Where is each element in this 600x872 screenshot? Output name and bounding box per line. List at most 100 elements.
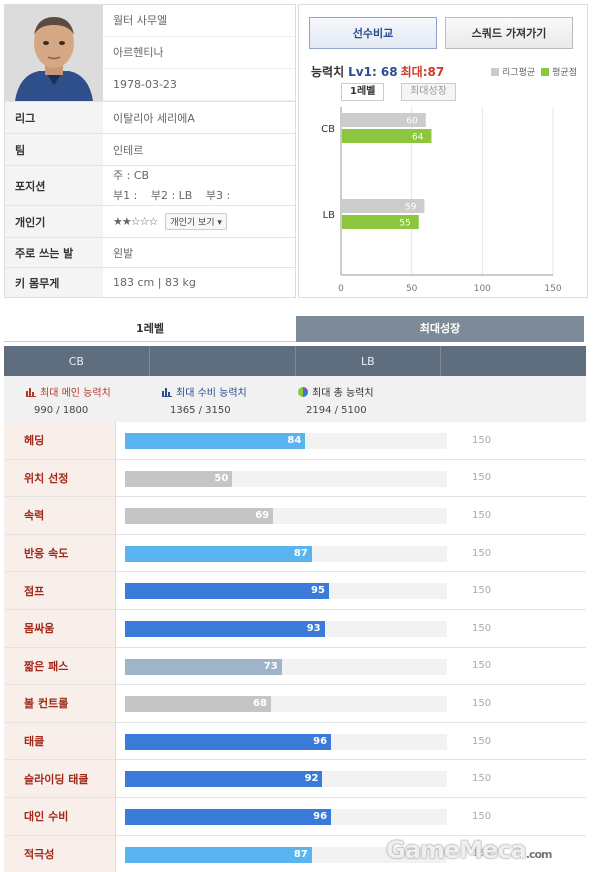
stat-value: 96 xyxy=(313,810,328,822)
player-photo xyxy=(5,5,103,101)
stat-row: 태클 96 150 xyxy=(4,722,586,761)
ability-summary: 능력치 Lv1: 68 최대:87 xyxy=(311,63,444,80)
player-profile: 월터 사무엘 아르헨티나 1978-03-23 리그 이탈리아 세리에A 팀 인… xyxy=(4,4,296,298)
stat-bar-track: 95 xyxy=(125,583,447,600)
stat-name: 속력 xyxy=(4,497,116,534)
watermark-suffix: .com xyxy=(525,848,553,861)
foot-value: 왼발 xyxy=(113,246,134,260)
stat-bar-fill: 87 xyxy=(125,545,312,562)
chart-tab-max[interactable]: 최대성장 xyxy=(401,83,456,101)
stat-value: 93 xyxy=(306,622,321,634)
tab-level[interactable]: 1레벨 xyxy=(4,316,296,342)
stat-max: 150 xyxy=(472,697,492,709)
stat-max: 150 xyxy=(472,434,492,446)
summary-total: 최대 총 능력치 2194 / 5100 xyxy=(298,384,374,416)
stat-max: 150 xyxy=(472,735,492,747)
stat-max: 150 xyxy=(472,810,492,822)
stat-bar-track: 68 xyxy=(125,696,447,713)
stat-bar-track: 96 xyxy=(125,808,447,825)
stat-max: 150 xyxy=(472,472,492,484)
stat-value: 50 xyxy=(214,472,229,484)
tab-max-growth[interactable]: 최대성장 xyxy=(296,316,584,342)
stat-row: 볼 컨트롤 68 150 xyxy=(4,685,586,723)
stat-max: 150 xyxy=(472,622,492,634)
stat-max: 150 xyxy=(472,547,492,559)
skill-label: 개인기 xyxy=(5,206,103,237)
stat-name: 적극성 xyxy=(4,835,116,872)
league-value: 이탈리아 세리에A xyxy=(113,111,195,125)
chart-data-label: 59 xyxy=(405,203,417,213)
stat-name: 슬라이딩 태클 xyxy=(4,760,116,797)
stat-value: 87 xyxy=(293,547,308,559)
position-main: 주 : CB xyxy=(113,168,150,182)
stat-row: 적극성 87 150 xyxy=(4,835,586,872)
stat-name: 짧은 패스 xyxy=(4,647,116,685)
stat-bar-track: 84 xyxy=(125,433,447,449)
chart-tab-level[interactable]: 1레벨 xyxy=(341,83,385,101)
stat-name: 태클 xyxy=(4,722,116,760)
stat-row: 몸싸움 93 150 xyxy=(4,609,586,648)
position-sub3: 부3 : xyxy=(205,188,231,202)
stat-name: 반응 속도 xyxy=(4,534,116,572)
position-tab-lb[interactable]: LB xyxy=(296,346,442,376)
squad-button[interactable]: 스쿼드 가져가기 xyxy=(445,17,573,49)
pie-chart-icon xyxy=(298,386,308,397)
ability-level: Lv1: 68 xyxy=(348,65,398,79)
summary-main-label: 최대 메인 능력치 xyxy=(40,388,111,399)
stat-row: 반응 속도 87 150 xyxy=(4,534,586,573)
stat-bar-fill: 96 xyxy=(125,733,332,750)
stat-row: 슬라이딩 태클 92 150 xyxy=(4,760,586,798)
skill-stars: ★★☆☆☆ xyxy=(113,215,158,228)
skill-value: ★★☆☆☆ 개인기 보기 ▾ xyxy=(103,206,295,237)
stat-max: 150 xyxy=(472,848,492,860)
stat-bar-fill: 95 xyxy=(125,583,329,600)
stat-name: 몸싸움 xyxy=(4,609,116,647)
stat-bar-track: 87 xyxy=(125,545,447,562)
summary-total-label: 최대 총 능력치 xyxy=(312,388,374,399)
position-sub1: 부1 : xyxy=(113,188,138,202)
watermark-brand: GameMeca xyxy=(386,836,527,864)
chart-tick-label: 0 xyxy=(338,284,344,294)
stat-name: 점프 xyxy=(4,572,116,609)
position-tab-empty-1[interactable] xyxy=(150,346,296,376)
stat-bar-fill: 73 xyxy=(125,658,282,675)
position-tab-cb[interactable]: CB xyxy=(4,346,150,376)
summary-defense-label: 최대 수비 능력치 xyxy=(176,388,247,399)
stat-bar-fill: 68 xyxy=(125,696,271,713)
body-label: 키 몸무게 xyxy=(5,268,103,297)
legend-avg-swatch xyxy=(541,67,550,76)
position-tab-bar: CB LB xyxy=(4,346,586,376)
foot-row: 주로 쓰는 발 왼발 xyxy=(5,237,295,267)
stat-value: 87 xyxy=(293,848,308,860)
stat-bar-track: 73 xyxy=(125,658,447,675)
stat-value: 68 xyxy=(253,698,267,710)
stat-bar-fill: 69 xyxy=(125,508,274,525)
stat-max: 150 xyxy=(472,509,492,521)
skill-view-button[interactable]: 개인기 보기 ▾ xyxy=(165,213,227,230)
player-birthdate: 1978-03-23 xyxy=(103,69,295,101)
stat-name: 볼 컨트롤 xyxy=(4,685,116,722)
stat-bar-fill: 50 xyxy=(125,470,233,487)
chart-bar xyxy=(342,129,432,143)
chart-category-label: LB xyxy=(323,210,336,221)
chart-tick-label: 100 xyxy=(474,284,491,294)
summary-main: 최대 메인 능력치 990 / 1800 xyxy=(26,384,111,416)
chart-data-label: 60 xyxy=(406,117,418,127)
ability-max: 최대:87 xyxy=(400,65,445,79)
position-subs: 부1 : 부2 : LB 부3 : xyxy=(113,186,240,206)
ability-panel: 선수비교 스쿼드 가져가기 능력치 Lv1: 68 최대:87 리그평균 평균점 1… xyxy=(298,4,588,298)
stat-row: 점프 95 150 xyxy=(4,572,586,610)
position-sub2: 부2 : LB xyxy=(150,188,193,202)
position-row: 포지션 주 : CB 부1 : 부2 : LB 부3 : xyxy=(5,165,295,205)
position-tab-empty-2[interactable] xyxy=(441,346,586,376)
skill-row: 개인기 ★★☆☆☆ 개인기 보기 ▾ xyxy=(5,205,295,237)
body-row: 키 몸무게 183 cm | 83 kg xyxy=(5,267,295,297)
chart-category-label: CB xyxy=(321,124,335,135)
body-value: 183 cm | 83 kg xyxy=(113,276,196,289)
player-nation: 아르헨티나 xyxy=(103,37,295,69)
stat-name: 위치 선정 xyxy=(4,459,116,497)
compare-button[interactable]: 선수비교 xyxy=(309,17,437,49)
bar-chart-blue-icon xyxy=(162,387,172,397)
position-value: 주 : CB 부1 : 부2 : LB 부3 : xyxy=(103,166,295,205)
stat-bar-track: 93 xyxy=(125,620,447,637)
